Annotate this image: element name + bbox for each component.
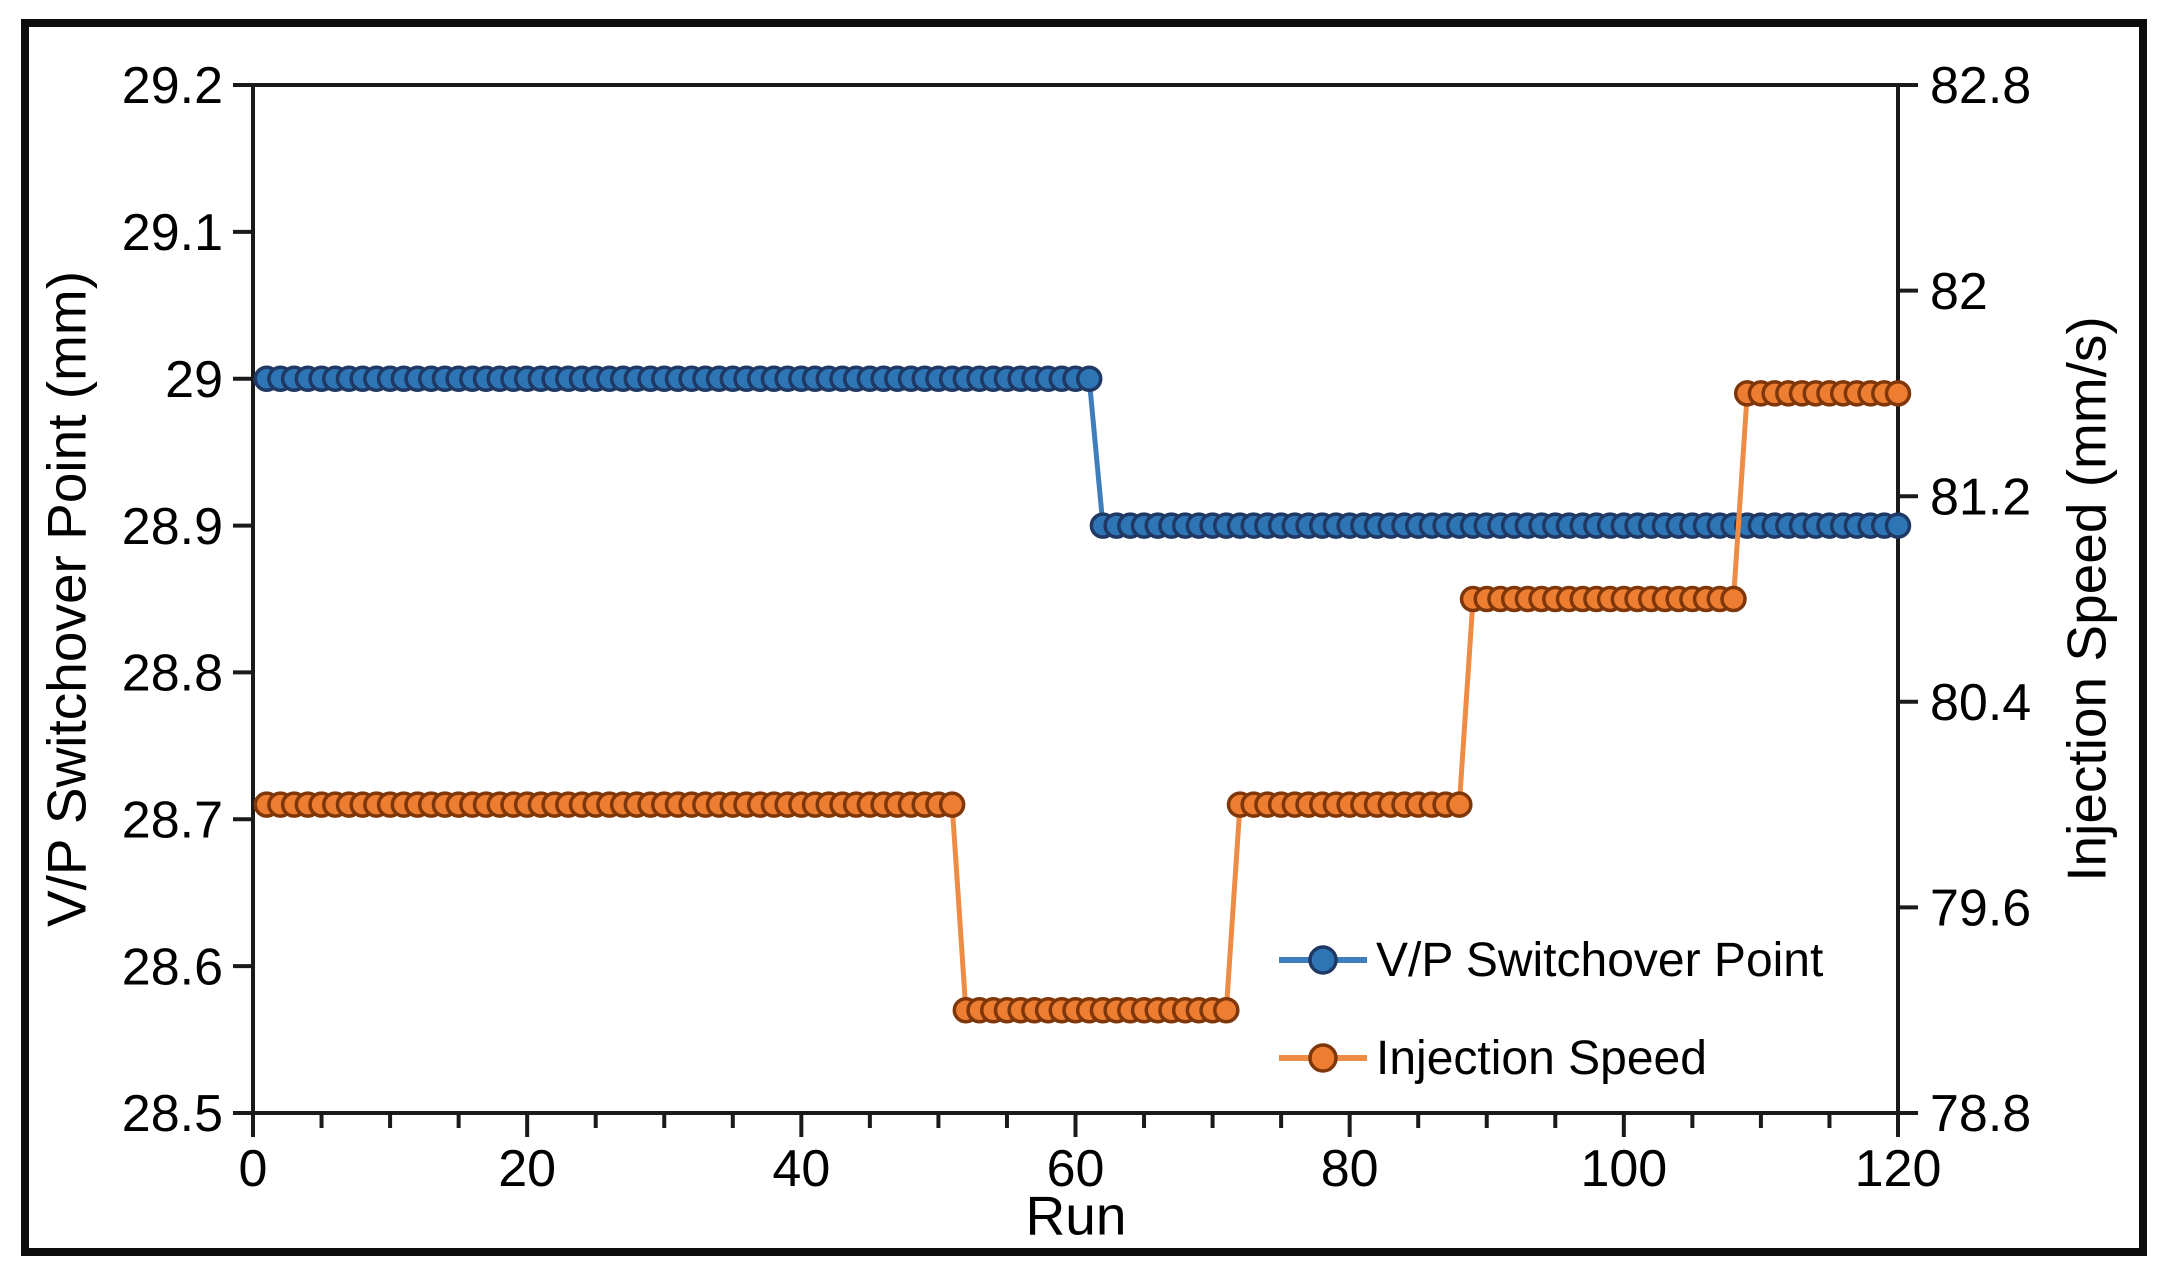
- tick-label: 28.9: [122, 498, 223, 556]
- legend-swatch-line-marker-icon: [1279, 1043, 1367, 1073]
- right-axis: 82.8 82 81.2 80.4 79.6 78.8: [1898, 57, 2031, 1143]
- legend-item-vp-switchover: V/P Switchover Point: [1278, 926, 1823, 994]
- tick-label: 28.7: [122, 791, 223, 849]
- x-axis-title: Run: [1025, 1184, 1127, 1247]
- left-axis-title: V/P Switchover Point (mm): [35, 270, 98, 928]
- tick-label: 40: [772, 1140, 830, 1198]
- tick-label: 78.8: [1930, 1085, 2031, 1143]
- tick-label: 0: [239, 1140, 268, 1198]
- left-axis: 29.2 29.1 29 28.9 28.8 28.7 28.6 28.5: [122, 57, 253, 1143]
- data-point-marker: [1446, 791, 1473, 818]
- legend-label: Injection Speed: [1376, 1031, 1707, 1085]
- legend-swatch-line-marker-icon: [1279, 945, 1367, 975]
- tick-label: 82.8: [1930, 57, 2031, 115]
- figure-frame: [21, 19, 2147, 1256]
- data-point-marker: [1884, 512, 1912, 539]
- data-point-marker: [1213, 996, 1240, 1024]
- tick-label: 28.5: [122, 1085, 223, 1143]
- data-point-marker: [1884, 380, 1912, 407]
- legend: V/P Switchover Point Injection Speed: [1278, 926, 1823, 1092]
- right-axis-title: Injection Speed (mm/s): [2055, 316, 2118, 882]
- tick-label: 120: [1855, 1140, 1942, 1198]
- tick-label: 29.1: [122, 204, 223, 262]
- tick-label: 20: [498, 1140, 556, 1198]
- tick-label: 80.4: [1930, 674, 2031, 732]
- tick-label: 81.2: [1930, 468, 2031, 526]
- tick-label: 80: [1321, 1140, 1379, 1198]
- data-point-marker: [1720, 585, 1747, 613]
- tick-label: 100: [1580, 1140, 1667, 1198]
- tick-label: 29: [165, 351, 223, 409]
- tick-label: 28.8: [122, 645, 223, 703]
- legend-item-injection-speed: Injection Speed: [1278, 1024, 1823, 1092]
- tick-label: 82: [1930, 263, 1988, 321]
- data-point-marker: [938, 791, 966, 818]
- legend-label: V/P Switchover Point: [1376, 933, 1824, 987]
- tick-label: 79.6: [1930, 880, 2031, 938]
- tick-label: 29.2: [122, 57, 223, 115]
- tick-label: 60: [1047, 1140, 1105, 1198]
- data-point-marker: [1075, 365, 1103, 392]
- series-injection-speed: [253, 380, 1912, 1024]
- series-v-p-switchover-point: [253, 365, 1912, 539]
- tick-label: 28.6: [122, 938, 223, 996]
- x-axis: 0 20 40 60 80 100 120: [239, 1113, 1942, 1198]
